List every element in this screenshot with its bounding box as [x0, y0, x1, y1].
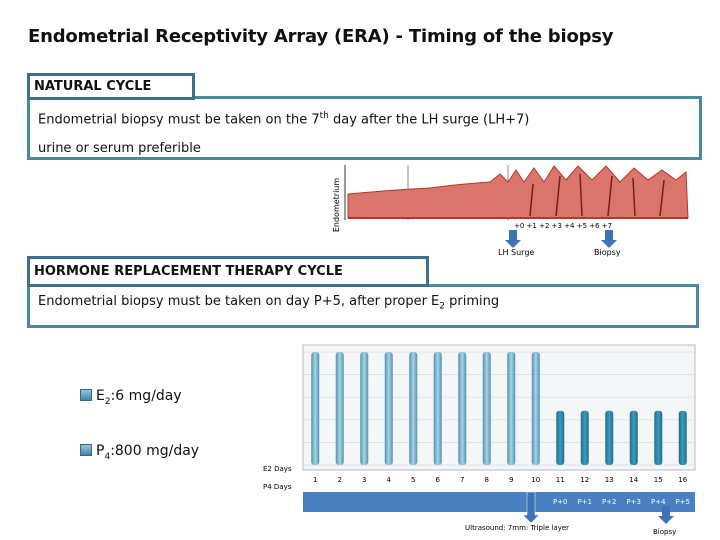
- chart-plot-area: [302, 344, 696, 471]
- hrt-line-part-b: priming: [445, 294, 500, 309]
- e2-bar: [531, 352, 540, 465]
- legend-p4-sub: 4: [104, 451, 111, 462]
- day-label: 6: [436, 476, 441, 484]
- legend-p4-pre: P: [96, 443, 105, 459]
- p4-bar: [556, 410, 565, 465]
- biopsy-arrow: [601, 230, 617, 248]
- hrt-line: Endometrial biopsy must be taken on day …: [38, 294, 499, 312]
- p-day-label: P+4: [651, 498, 666, 506]
- e2-bar: [458, 352, 467, 465]
- p4-bar: [605, 410, 614, 465]
- grid-lines: [303, 351, 695, 466]
- lh-surge-arrow: [505, 230, 521, 248]
- hrt-tag: HORMONE REPLACEMENT THERAPY CYCLE: [27, 256, 429, 287]
- legend-item-p4: P4:800 mg/day: [80, 443, 199, 462]
- legend-p4-text: :800 mg/day: [110, 443, 200, 459]
- legend-swatch-e2: [80, 389, 92, 401]
- legend-swatch-p4: [80, 444, 92, 456]
- day-label: 12: [580, 476, 589, 484]
- natural-line-1: Endometrial biopsy must be taken on the …: [38, 111, 529, 127]
- natural-line-2: urine or serum preferible: [38, 141, 201, 156]
- e2-bar: [311, 352, 320, 465]
- page-title: Endometrial Receptivity Array (ERA) - Ti…: [28, 26, 614, 47]
- p-day-label: P+5: [675, 498, 690, 506]
- natural-line-1-part-b: day after the LH surge (LH+7): [328, 112, 530, 128]
- hrt-biopsy-arrow: [658, 506, 674, 524]
- p4-days-row-label: P4 Days: [263, 483, 292, 491]
- p4-bar: [580, 410, 589, 465]
- day-label: 10: [531, 476, 540, 484]
- hrt-textbox: Endometrial biopsy must be taken on day …: [27, 284, 699, 328]
- legend-e2-text: :6 mg/day: [110, 388, 182, 404]
- day-label: 5: [411, 476, 415, 484]
- legend-e2-sub: 2: [104, 396, 111, 407]
- chart-bars: [311, 352, 687, 465]
- day-label: 2: [338, 476, 342, 484]
- p-day-label: P+0: [553, 498, 568, 506]
- e2-bar: [335, 352, 344, 465]
- p-day-label: P+3: [626, 498, 641, 506]
- natural-cycle-tag: NATURAL CYCLE: [27, 73, 195, 100]
- day-label: 3: [362, 476, 366, 484]
- p4-days-band: [303, 492, 695, 512]
- endometrium-shape: [347, 165, 689, 219]
- hrt-line-sub: 2: [439, 301, 446, 312]
- day-label: 16: [678, 476, 687, 484]
- biopsy-label: Biopsy: [594, 248, 621, 257]
- day-labels: 1 2 3 4 5 6 7 8 9 10 11 12 13 14 15 16: [313, 476, 688, 484]
- day-label: 14: [629, 476, 638, 484]
- hrt-chart: E2 Days P4 Days 1 2 3 4 5 6 7 8 9 10 11 12 13 14 15 16 …: [263, 344, 696, 536]
- e2-days-row-label: E2 Days: [263, 465, 292, 473]
- p-day-label: P+1: [577, 498, 592, 506]
- day-label: 8: [485, 476, 489, 484]
- p4-bar: [678, 410, 687, 465]
- e2-bar: [433, 352, 442, 465]
- natural-line-1-part-a: Endometrial biopsy must be taken on the …: [38, 112, 320, 128]
- e2-bar: [384, 352, 393, 465]
- hrt-biopsy-label: Biopsy: [653, 528, 676, 536]
- e2-bar: [507, 352, 516, 465]
- p4-bar: [654, 410, 663, 465]
- day-label: 11: [556, 476, 565, 484]
- natural-cycle-figure: Endometrium +0 +1 +2 +3 +4 +5 +6 +7 LH S…: [332, 165, 689, 257]
- p-day-label: P+2: [602, 498, 617, 506]
- hrt-line-part-a: Endometrial biopsy must be taken on day …: [38, 294, 440, 309]
- ultrasound-label: Ultrasound: 7mm: Triple layer: [465, 524, 569, 532]
- day-label: 13: [605, 476, 614, 484]
- day-label: 7: [460, 476, 464, 484]
- natural-days-label: +0 +1 +2 +3 +4 +5 +6 +7: [514, 222, 612, 230]
- lh-surge-label: LH Surge: [498, 248, 534, 257]
- p4-bar: [629, 410, 638, 465]
- natural-cycle-textbox: Endometrial biopsy must be taken on the …: [27, 96, 702, 160]
- endometrium-axis-label: Endometrium: [332, 178, 341, 233]
- legend-item-e2: E2:6 mg/day: [80, 388, 182, 407]
- gland-lines: [529, 173, 665, 217]
- e2-bar: [482, 352, 491, 465]
- day-label: 4: [387, 476, 392, 484]
- ultrasound-arrow: [522, 491, 540, 524]
- p-day-labels: P+0 P+1 P+2 P+3 P+4 P+5: [553, 498, 690, 506]
- e2-bar: [409, 352, 418, 465]
- day-label: 9: [509, 476, 513, 484]
- day-label: 1: [313, 476, 317, 484]
- natural-line-1-sup: th: [319, 111, 329, 121]
- legend-e2-pre: E: [96, 388, 105, 404]
- e2-bar: [360, 352, 369, 465]
- day-label: 15: [654, 476, 663, 484]
